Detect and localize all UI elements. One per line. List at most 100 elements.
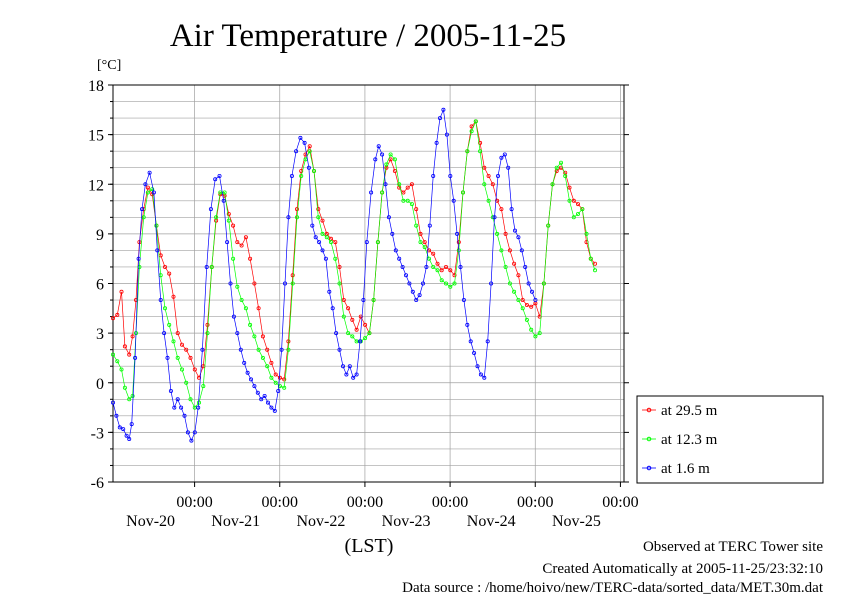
data-point [495, 173, 500, 178]
data-point [584, 231, 589, 236]
data-point [265, 347, 270, 352]
data-point [248, 256, 253, 261]
data-point [243, 235, 248, 240]
data-point [119, 289, 124, 294]
x-tick-date: Nov-22 [296, 513, 345, 530]
data-point [451, 198, 456, 203]
y-tick-label: 6 [96, 277, 104, 294]
data-point [172, 405, 177, 410]
data-point [171, 339, 176, 344]
data-point [277, 375, 282, 380]
data-point [162, 306, 167, 311]
data-point [363, 322, 368, 327]
data-point [512, 261, 517, 266]
data-point [350, 334, 355, 339]
data-point [188, 355, 193, 360]
data-point [405, 198, 410, 203]
data-point [455, 231, 460, 236]
data-point [269, 360, 274, 365]
data-point [228, 281, 233, 286]
data-point [184, 380, 189, 385]
data-point [499, 155, 504, 160]
data-point [482, 165, 487, 170]
data-point [121, 427, 126, 432]
data-point [512, 289, 517, 294]
data-point [526, 281, 531, 286]
footer-created: Created Automatically at 2005-11-25/23:3… [542, 561, 823, 577]
data-point [130, 334, 135, 339]
data-point [137, 264, 142, 269]
data-point [354, 372, 359, 377]
data-point [279, 347, 284, 352]
data-point [495, 231, 500, 236]
data-point [337, 347, 342, 352]
data-point [405, 185, 410, 190]
data-point [252, 281, 257, 286]
data-point [392, 157, 397, 162]
data-point [248, 322, 253, 327]
data-point [235, 240, 240, 245]
data-point [367, 331, 372, 336]
x-tick-time: 00:00 [432, 494, 468, 511]
data-point [111, 352, 116, 357]
data-point [155, 248, 160, 253]
data-point [171, 294, 176, 299]
data-point [524, 302, 529, 307]
data-point [507, 248, 512, 253]
data-point [554, 165, 559, 170]
data-point [469, 124, 474, 129]
data-point [347, 364, 352, 369]
data-point [588, 256, 593, 261]
data-point [231, 314, 236, 319]
data-point [196, 405, 201, 410]
data-point [537, 331, 542, 336]
data-point [506, 165, 511, 170]
data-point [205, 322, 210, 327]
x-tick-time: 00:00 [176, 494, 212, 511]
data-point [260, 334, 265, 339]
legend-label: at 1.6 m [661, 461, 710, 477]
data-point [117, 425, 122, 430]
data-point [489, 281, 494, 286]
data-point [311, 168, 316, 173]
data-point [231, 256, 236, 261]
data-point [533, 297, 538, 302]
data-point [516, 297, 521, 302]
data-point [133, 355, 138, 360]
data-point [486, 198, 491, 203]
data-point [307, 149, 312, 154]
x-tick-date: Nov-21 [211, 513, 260, 530]
data-point [392, 168, 397, 173]
data-point [593, 261, 598, 266]
data-point [151, 190, 156, 195]
data-point [414, 297, 419, 302]
data-point [175, 355, 180, 360]
data-point [373, 157, 378, 162]
data-point [341, 314, 346, 319]
data-point [418, 240, 423, 245]
x-axis: 00:00Nov-2000:00Nov-2100:00Nov-2200:00No… [126, 482, 639, 530]
data-point [456, 240, 461, 245]
data-point [441, 107, 446, 112]
data-point [580, 207, 585, 212]
data-point [256, 306, 261, 311]
legend: at 29.5 m at 12.3 m at 1.6 m [636, 395, 824, 484]
data-point [317, 240, 322, 245]
data-point [330, 306, 335, 311]
data-point [111, 316, 116, 321]
data-point [495, 198, 500, 203]
series-0 [111, 119, 598, 382]
x-tick-time: 00:00 [347, 494, 383, 511]
data-point [516, 273, 521, 278]
data-point [397, 182, 402, 187]
data-point [414, 207, 419, 212]
data-point [364, 240, 369, 245]
data-point [469, 129, 474, 134]
data-point [302, 140, 307, 145]
data-point [503, 264, 508, 269]
data-point [260, 355, 265, 360]
data-point [205, 331, 210, 336]
data-point [192, 430, 197, 435]
data-point [337, 264, 342, 269]
data-point [499, 248, 504, 253]
